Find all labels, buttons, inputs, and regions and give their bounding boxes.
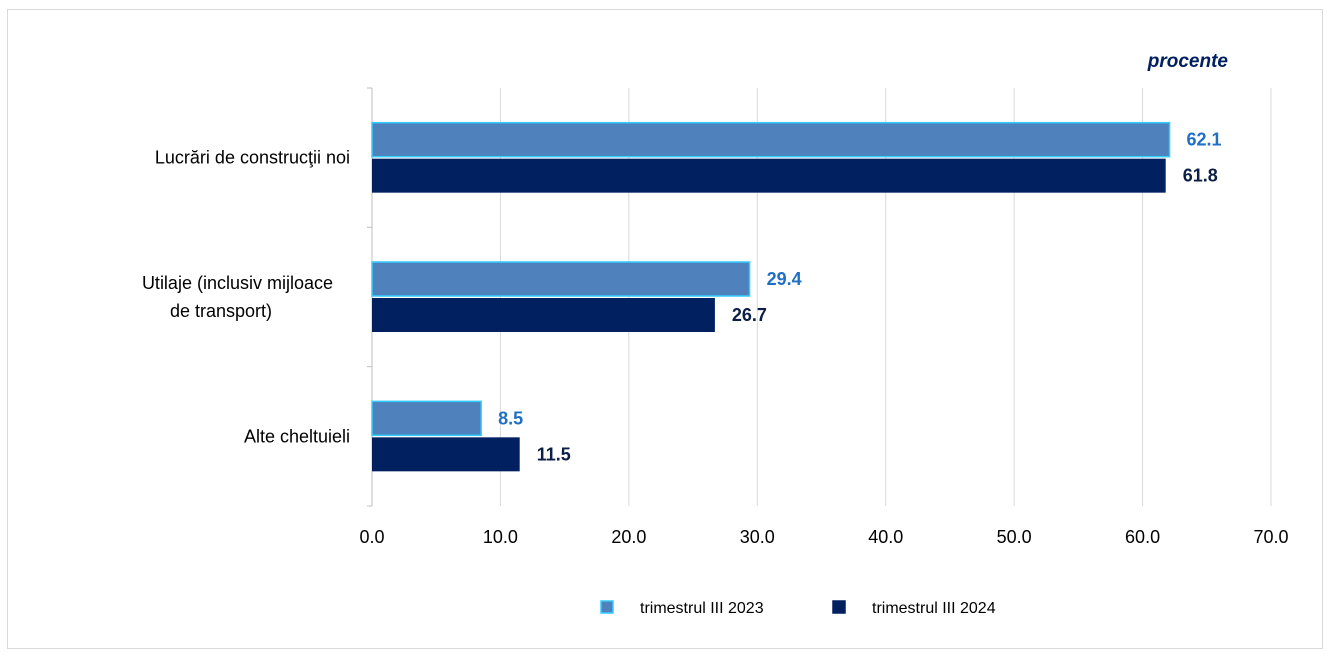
x-tick-label: 20.0: [611, 527, 646, 547]
x-tick-label: 60.0: [1125, 527, 1160, 547]
x-tick-label: 50.0: [997, 527, 1032, 547]
bars: [372, 123, 1170, 472]
category-label: de transport): [170, 301, 272, 321]
legend-item-2024: trimestrul III 2024: [833, 600, 996, 617]
category-label: Lucrări de construcţii noi: [155, 148, 350, 168]
data-label: 8.5: [498, 408, 523, 428]
data-label: 62.1: [1187, 130, 1222, 150]
x-tick-label: 30.0: [740, 527, 775, 547]
data-label: 11.5: [537, 444, 571, 464]
legend-label: trimestrul III 2024: [872, 600, 996, 617]
x-tick-label: 70.0: [1253, 527, 1288, 547]
x-tick-label: 40.0: [868, 527, 903, 547]
category-label: Utilaje (inclusiv mijloace: [142, 273, 333, 293]
bar-2023: [372, 123, 1170, 157]
legend-swatch: [833, 601, 845, 613]
bar-2023: [372, 262, 750, 296]
legend-label: trimestrul III 2023: [640, 600, 764, 617]
x-tick-label: 10.0: [483, 527, 518, 547]
legend: trimestrul III 2023 trimestrul III 2024: [601, 600, 996, 617]
data-label: 61.8: [1183, 166, 1218, 186]
legend-swatch: [601, 601, 613, 613]
x-tick-label: 0.0: [359, 527, 384, 547]
bar-2024: [372, 298, 715, 332]
bar-2023: [372, 401, 481, 435]
bar-2024: [372, 437, 520, 471]
legend-item-2023: trimestrul III 2023: [601, 600, 764, 617]
unit-label: procente: [1147, 51, 1229, 72]
category-label: Alte cheltuieli: [244, 426, 350, 446]
bar-2024: [372, 159, 1166, 193]
data-label: 29.4: [767, 269, 802, 289]
data-label: 26.7: [732, 305, 767, 325]
axes: [367, 88, 372, 506]
